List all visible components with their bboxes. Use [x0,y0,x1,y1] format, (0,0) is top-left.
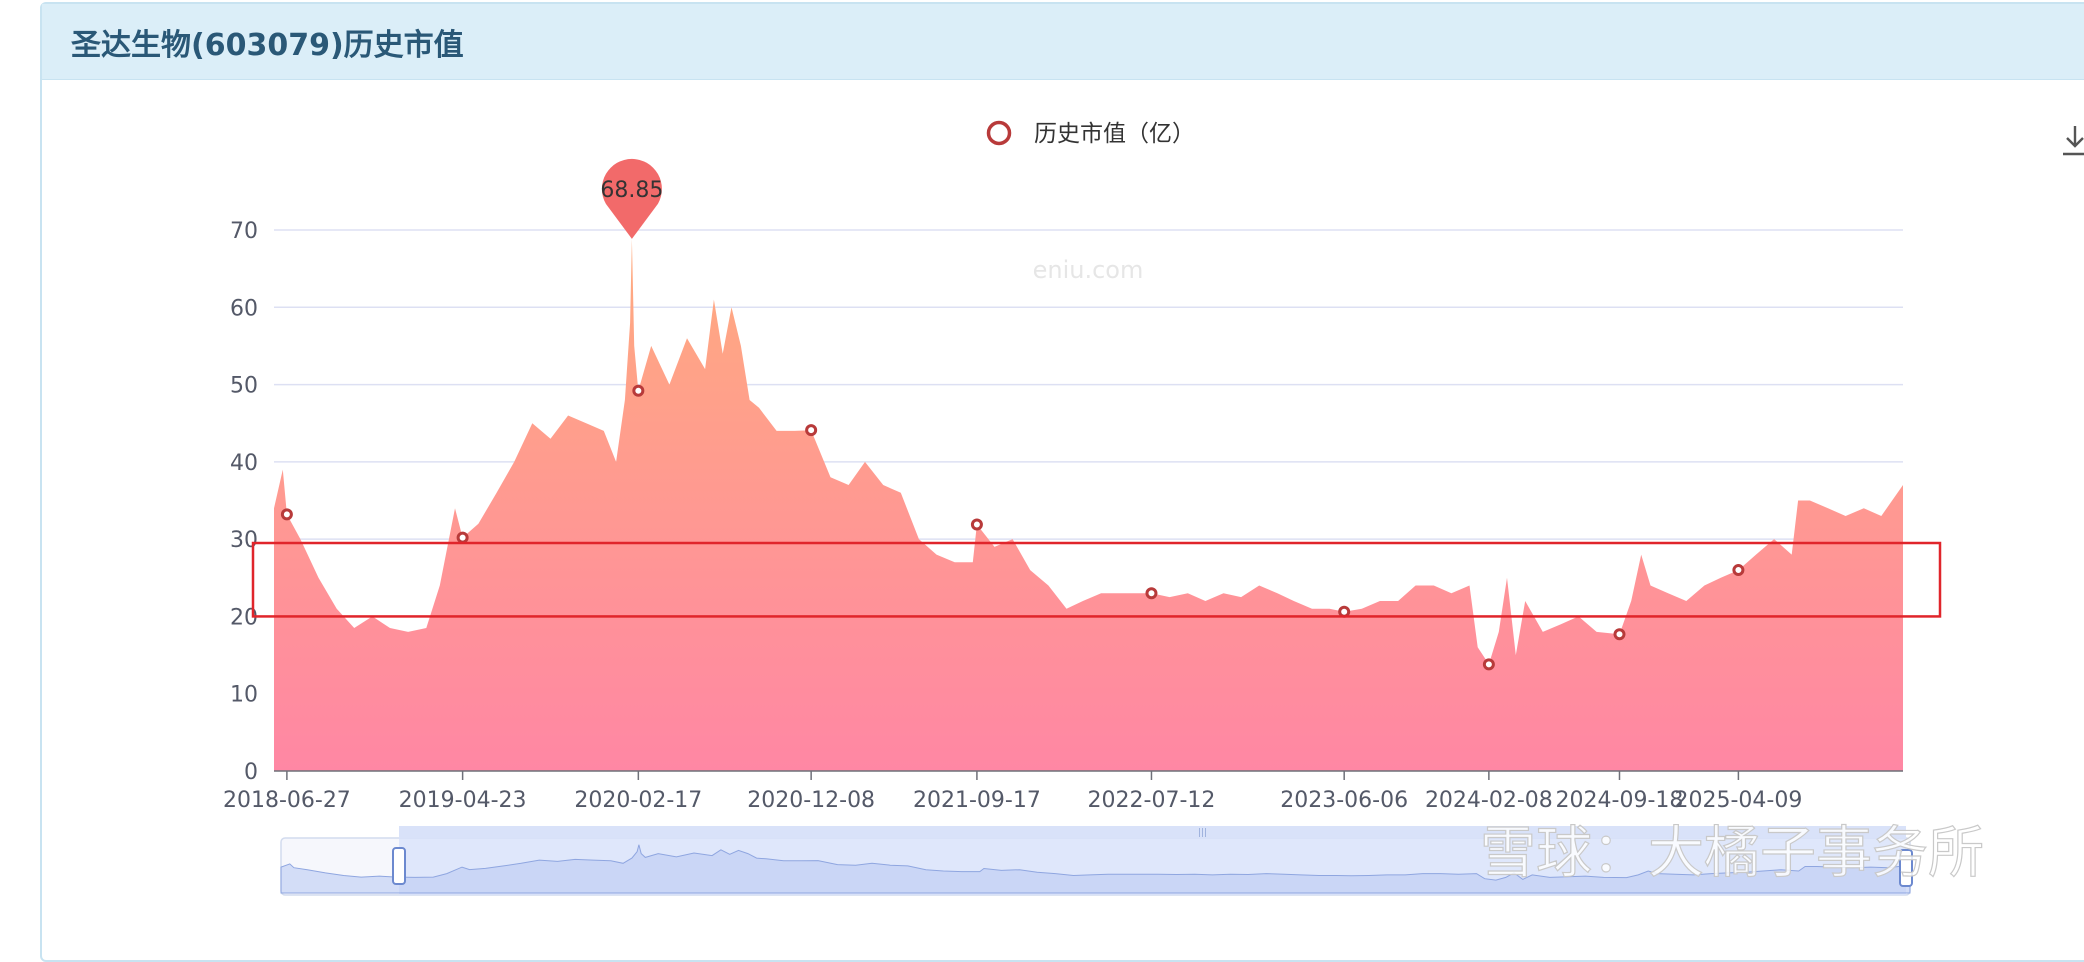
data-marker [970,518,983,531]
x-tick-label: 2019-04-23 [399,788,527,813]
slider-handle-right[interactable] [1899,849,1913,887]
data-marker [1613,628,1626,641]
x-tick-label: 2018-06-27 [223,788,351,813]
slider-mini-area [280,844,1911,894]
y-tick-label: 60 [230,296,258,321]
data-marker [456,531,469,544]
y-tick-label: 10 [230,683,258,708]
slider-handle-left[interactable] [392,847,406,885]
data-marker [1482,658,1495,671]
panel-header: 圣达生物(603079)历史市值 [42,4,2084,80]
highlight-band [251,541,1942,618]
x-tick-label: 2020-02-17 [574,788,702,813]
slider-grip: ||| [1198,828,1207,838]
x-tick-label: 2025-04-09 [1674,788,1802,813]
data-marker [632,384,645,397]
x-tick-label: 2023-06-06 [1280,788,1408,813]
x-tick-label: 2022-07-12 [1088,788,1216,813]
watermark-text: eniu.com [1033,256,1144,284]
x-tick-label: 2024-02-08 [1425,788,1553,813]
brand-watermark: 雪球：大橘子事务所 [1480,821,1984,886]
legend-label: 历史市值（亿） [1034,121,1195,147]
y-tick-label: 50 [230,374,258,399]
data-marker [280,508,293,521]
panel-title: 圣达生物(603079)历史市值 [71,27,464,63]
slider-move-bar [399,826,1906,838]
y-tick-label: 0 [244,760,258,785]
data-zoom-slider[interactable]: ||| [280,826,1913,896]
legend[interactable]: 历史市值（亿） [986,120,1196,147]
download-icon[interactable] [2060,124,2084,158]
y-tick-label: 70 [230,219,258,244]
x-tick-label: 2021-09-17 [913,788,1041,813]
max-pin-shape [601,158,662,239]
x-tick-label: 2024-09-18 [1556,788,1684,813]
chart-panel: 圣达生物(603079)历史市值 [40,2,2084,962]
data-marker [1338,605,1351,618]
data-marker [805,424,818,437]
legend-symbol [986,120,1012,146]
marker-layer [280,384,1745,671]
series-area [274,238,1903,771]
data-marker [1732,564,1745,577]
max-point-label: 68.85 [600,178,663,203]
y-tick-label: 40 [230,451,258,476]
x-tick-label: 2020-12-08 [747,788,875,813]
max-point-pin: 68.85 [600,158,663,239]
data-marker [1145,587,1158,600]
x-axis: 2018-06-27 2019-04-23 2020-02-17 2020-12-08… [223,771,1802,813]
